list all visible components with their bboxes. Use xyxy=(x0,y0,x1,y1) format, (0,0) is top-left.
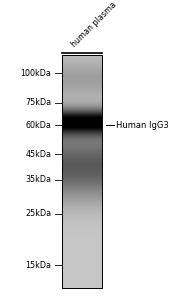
Text: 45kDa: 45kDa xyxy=(25,150,51,159)
Text: 25kDa: 25kDa xyxy=(25,209,51,218)
Bar xyxy=(62,55,102,288)
Text: human plasma: human plasma xyxy=(70,0,118,49)
Text: 35kDa: 35kDa xyxy=(25,175,51,184)
Text: 75kDa: 75kDa xyxy=(25,98,51,107)
Text: Human IgG3: Human IgG3 xyxy=(116,121,169,130)
Text: 15kDa: 15kDa xyxy=(25,261,51,270)
Text: 100kDa: 100kDa xyxy=(21,69,51,78)
Text: 60kDa: 60kDa xyxy=(25,121,51,130)
